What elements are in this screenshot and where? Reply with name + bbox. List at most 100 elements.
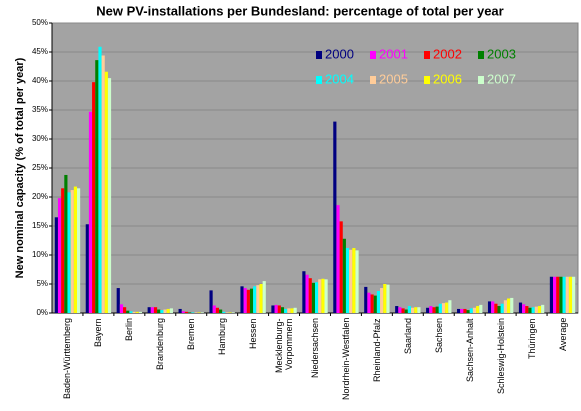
bar xyxy=(572,276,576,313)
y-tick-label: 45% xyxy=(32,47,48,56)
bar xyxy=(549,276,554,313)
x-tick-label: Schleswig-Holstein xyxy=(495,318,506,395)
bar xyxy=(441,303,446,313)
bar xyxy=(518,302,523,313)
bar xyxy=(194,312,198,313)
bar xyxy=(256,285,260,313)
legend-label: 2002 xyxy=(433,46,462,61)
bar xyxy=(321,278,325,313)
bar xyxy=(448,300,452,313)
bar xyxy=(472,307,477,313)
bar xyxy=(525,306,529,313)
bar xyxy=(373,295,377,313)
bar xyxy=(522,304,526,313)
bar xyxy=(336,205,340,313)
bar xyxy=(284,308,288,313)
bar xyxy=(246,289,250,313)
bar xyxy=(491,301,495,313)
bar xyxy=(541,304,545,313)
bar xyxy=(435,306,439,313)
y-tick-label: 50% xyxy=(32,18,48,27)
bar xyxy=(259,284,263,313)
bar xyxy=(104,71,108,313)
bar xyxy=(150,307,154,313)
bar xyxy=(367,292,371,313)
bar xyxy=(460,308,464,313)
y-tick-label: 25% xyxy=(32,163,48,172)
bar xyxy=(287,308,291,313)
bar xyxy=(116,288,120,313)
bar xyxy=(398,307,402,313)
bar xyxy=(225,312,229,313)
bar xyxy=(92,82,96,313)
bar xyxy=(463,308,467,313)
bar xyxy=(469,308,473,313)
bar xyxy=(222,311,226,313)
bar xyxy=(311,282,315,313)
legend-swatch xyxy=(370,51,376,59)
bar xyxy=(153,307,158,313)
bar xyxy=(126,310,130,313)
bar xyxy=(188,312,192,313)
bar xyxy=(457,308,461,313)
bar xyxy=(262,281,266,313)
legend-label: 2006 xyxy=(433,71,462,86)
bar xyxy=(197,312,201,313)
bar xyxy=(553,276,557,313)
bar xyxy=(318,279,322,313)
bar xyxy=(271,305,275,313)
legend-swatch xyxy=(316,76,322,84)
bar xyxy=(135,311,139,313)
bar xyxy=(305,274,309,313)
bar xyxy=(166,308,170,313)
y-tick-label: 20% xyxy=(32,192,48,201)
bar xyxy=(432,307,436,313)
bar xyxy=(191,312,195,313)
legend-swatch xyxy=(424,51,430,59)
legend-label: 2003 xyxy=(487,46,516,61)
legend-label: 2000 xyxy=(325,46,354,61)
bar xyxy=(407,306,411,313)
x-tick-label: Hessen xyxy=(248,318,259,349)
bar xyxy=(107,78,112,313)
bar xyxy=(395,306,399,313)
bar xyxy=(76,188,81,313)
y-tick-label: 15% xyxy=(32,221,48,230)
bar xyxy=(383,284,387,313)
bar xyxy=(200,312,204,313)
bar xyxy=(54,217,58,313)
bar xyxy=(243,288,247,313)
x-tick-label: Baden-Württemberg xyxy=(62,318,73,400)
bar xyxy=(163,309,167,313)
bar xyxy=(249,288,254,313)
x-tick-label: Berlin xyxy=(124,318,135,342)
legend-swatch xyxy=(316,51,322,59)
bar xyxy=(370,294,374,313)
bar xyxy=(333,121,337,313)
bar xyxy=(138,311,143,313)
bar xyxy=(95,60,99,314)
x-tick-label: Bayern xyxy=(93,318,104,347)
bar xyxy=(64,174,68,313)
legend-label: 2007 xyxy=(487,71,516,86)
bar xyxy=(290,308,294,313)
chart-title: New PV-installations per Bundesland: per… xyxy=(96,3,503,18)
bar xyxy=(277,305,281,313)
bar xyxy=(147,307,151,313)
bar xyxy=(380,288,384,313)
bar xyxy=(157,309,161,313)
bar xyxy=(466,310,470,313)
bar xyxy=(219,309,223,313)
x-tick-label: Nordrhein-Westfalen xyxy=(340,318,351,401)
bar xyxy=(293,307,297,313)
bar xyxy=(231,312,235,313)
bar xyxy=(494,303,498,313)
bar xyxy=(339,221,343,313)
bar xyxy=(184,311,189,313)
legend-label: 2001 xyxy=(379,46,408,61)
x-tick-label: Bremen xyxy=(186,318,197,350)
bar xyxy=(559,276,563,313)
bar xyxy=(57,198,62,313)
bar xyxy=(476,306,480,313)
legend-label: 2005 xyxy=(379,71,408,86)
